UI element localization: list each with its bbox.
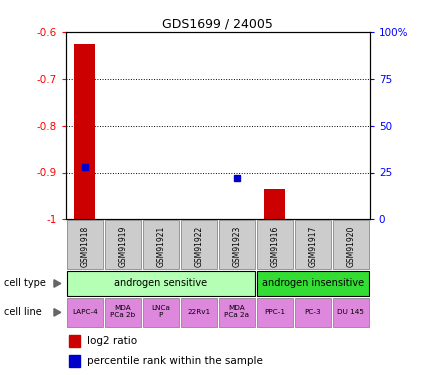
Bar bbox=[69, 355, 79, 367]
Bar bbox=[257, 272, 368, 296]
Text: PPC-1: PPC-1 bbox=[264, 309, 285, 315]
Bar bbox=[181, 298, 217, 327]
Bar bbox=[219, 298, 255, 327]
Bar bbox=[143, 298, 178, 327]
Bar bbox=[67, 272, 255, 296]
Bar bbox=[295, 298, 331, 327]
Bar bbox=[333, 220, 368, 270]
Text: GSM91923: GSM91923 bbox=[232, 226, 241, 267]
Title: GDS1699 / 24005: GDS1699 / 24005 bbox=[162, 18, 273, 31]
Text: androgen sensitive: androgen sensitive bbox=[114, 278, 207, 288]
Text: GSM91916: GSM91916 bbox=[270, 226, 279, 267]
Text: GSM91918: GSM91918 bbox=[80, 226, 89, 267]
Text: GSM91919: GSM91919 bbox=[118, 226, 127, 267]
Bar bbox=[105, 298, 141, 327]
Text: 22Rv1: 22Rv1 bbox=[187, 309, 210, 315]
Bar bbox=[67, 298, 103, 327]
Text: GSM91917: GSM91917 bbox=[308, 226, 317, 267]
Text: PC-3: PC-3 bbox=[304, 309, 321, 315]
Text: percentile rank within the sample: percentile rank within the sample bbox=[87, 356, 263, 366]
Bar bbox=[264, 189, 285, 219]
Text: LNCa
P: LNCa P bbox=[151, 305, 170, 318]
Text: DU 145: DU 145 bbox=[337, 309, 364, 315]
Bar bbox=[143, 220, 178, 270]
Text: GSM91920: GSM91920 bbox=[346, 226, 355, 267]
Bar bbox=[257, 220, 293, 270]
Text: cell type: cell type bbox=[4, 279, 46, 288]
Text: log2 ratio: log2 ratio bbox=[87, 336, 137, 346]
Text: androgen insensitive: androgen insensitive bbox=[262, 278, 364, 288]
Text: cell line: cell line bbox=[4, 308, 42, 317]
Bar bbox=[219, 220, 255, 270]
Text: MDA
PCa 2b: MDA PCa 2b bbox=[110, 305, 136, 318]
Bar bbox=[333, 298, 368, 327]
Bar bbox=[257, 298, 293, 327]
Text: MDA
PCa 2a: MDA PCa 2a bbox=[224, 305, 249, 318]
Bar bbox=[67, 220, 103, 270]
Bar bbox=[74, 44, 95, 219]
Bar bbox=[105, 220, 141, 270]
Bar bbox=[181, 220, 217, 270]
Bar bbox=[295, 220, 331, 270]
Text: GSM91922: GSM91922 bbox=[194, 226, 203, 267]
Text: GSM91921: GSM91921 bbox=[156, 226, 165, 267]
Bar bbox=[69, 335, 79, 347]
Text: LAPC-4: LAPC-4 bbox=[72, 309, 98, 315]
